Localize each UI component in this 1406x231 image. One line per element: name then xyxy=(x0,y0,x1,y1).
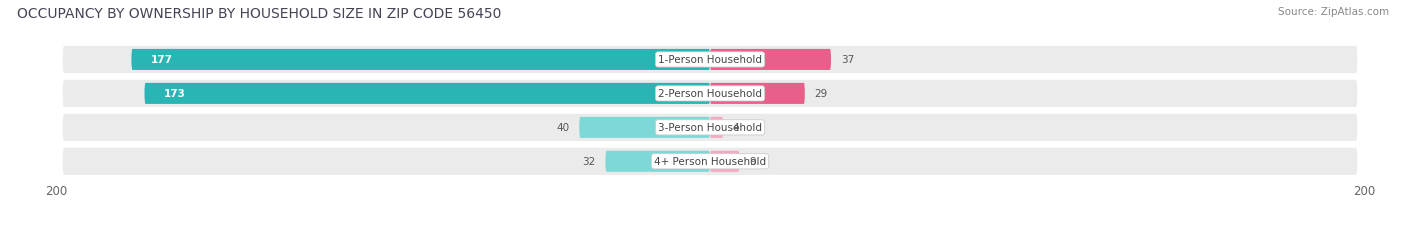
FancyBboxPatch shape xyxy=(579,117,710,138)
Text: 4: 4 xyxy=(733,123,740,133)
Text: 9: 9 xyxy=(749,157,756,167)
Text: 37: 37 xyxy=(841,55,853,65)
FancyBboxPatch shape xyxy=(63,148,1357,175)
FancyBboxPatch shape xyxy=(710,83,804,104)
Text: 3-Person Household: 3-Person Household xyxy=(658,123,762,133)
Text: 2-Person Household: 2-Person Household xyxy=(658,89,762,99)
FancyBboxPatch shape xyxy=(63,47,1357,74)
Text: 173: 173 xyxy=(165,89,186,99)
FancyBboxPatch shape xyxy=(63,114,1357,141)
Text: OCCUPANCY BY OWNERSHIP BY HOUSEHOLD SIZE IN ZIP CODE 56450: OCCUPANCY BY OWNERSHIP BY HOUSEHOLD SIZE… xyxy=(17,7,502,21)
FancyBboxPatch shape xyxy=(710,151,740,172)
Text: 32: 32 xyxy=(582,157,596,167)
FancyBboxPatch shape xyxy=(606,151,710,172)
FancyBboxPatch shape xyxy=(145,83,710,104)
Text: 40: 40 xyxy=(557,123,569,133)
FancyBboxPatch shape xyxy=(710,117,723,138)
Text: Source: ZipAtlas.com: Source: ZipAtlas.com xyxy=(1278,7,1389,17)
Text: 177: 177 xyxy=(150,55,173,65)
FancyBboxPatch shape xyxy=(131,50,710,71)
Text: 4+ Person Household: 4+ Person Household xyxy=(654,157,766,167)
Text: 29: 29 xyxy=(814,89,828,99)
FancyBboxPatch shape xyxy=(63,80,1357,107)
FancyBboxPatch shape xyxy=(710,50,831,71)
Text: 1-Person Household: 1-Person Household xyxy=(658,55,762,65)
